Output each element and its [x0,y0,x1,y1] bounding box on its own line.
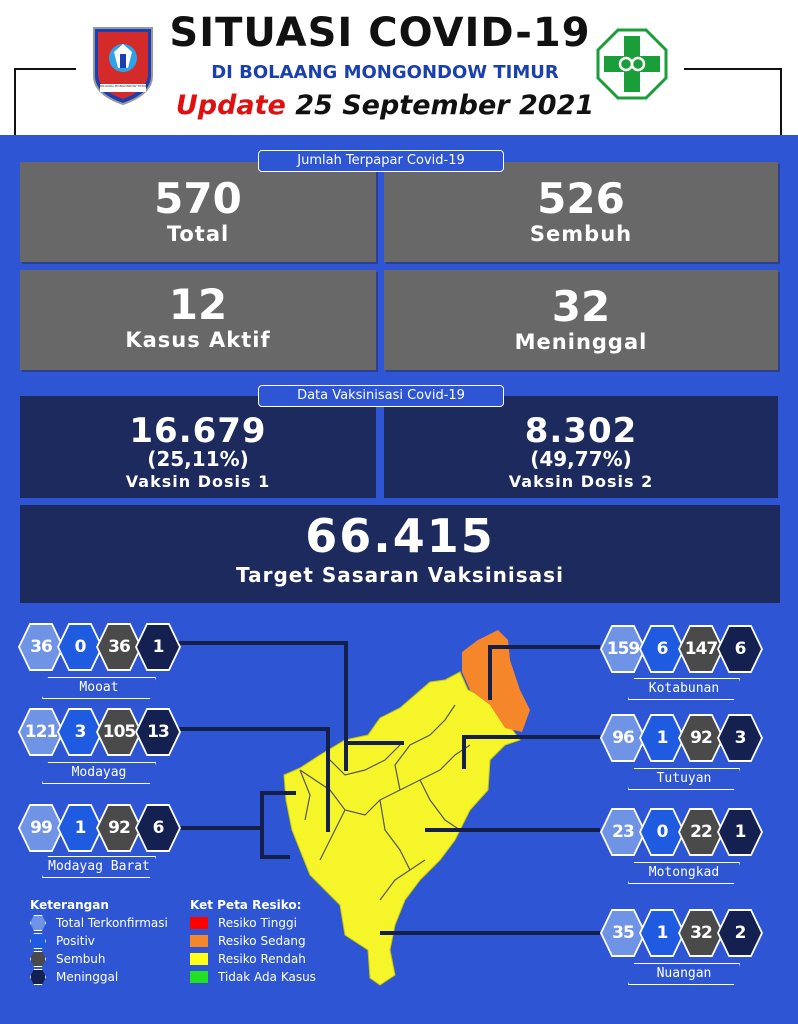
legend-keterangan: Keterangan Total Terkonfirmasi Positiv S… [30,898,168,986]
legend-item-positive: Positiv [30,932,168,950]
vax-target: 66.415 Target Sasaran Vaksinisasi [20,505,780,603]
district-label-motongkad: Motongkad [628,862,740,884]
connector-modayag [178,727,328,731]
update-label: Update [175,90,286,121]
page-subtitle: DI BOLAANG MONGONDOW TIMUR [211,62,559,83]
connector-modayag-barat-top [260,791,296,795]
risk-swatch-high [190,917,208,929]
update-line: Update 25 September 2021 [150,90,620,121]
legend-hex-recovered-icon [30,951,46,967]
district-row-tutuyan: 96 1 92 3 [600,714,763,762]
legend-hex-total-icon [30,915,46,931]
legend-item-total: Total Terkonfirmasi [30,914,168,932]
stat-active-value: 12 [168,280,228,329]
connector-mooat-v [344,641,348,771]
stat-active-label: Kasus Aktif [125,328,271,352]
vax-dose2-label: Vaksin Dosis 2 [508,472,654,491]
district-row-modayag: 121 3 105 13 [18,708,181,756]
vax-dose1-percent: (25,11%) [147,447,249,471]
district-map [283,630,530,986]
risk-swatch-none [190,971,208,983]
risk-item-none: Tidak Ada Kasus [190,968,316,986]
stat-recovered-value: 526 [537,174,625,223]
connector-motongkad [425,828,600,832]
vax-dose2-value: 8.302 [524,411,638,451]
district-row-nuangan: 35 1 32 2 [600,909,763,957]
connector-mooat-h2 [344,741,404,745]
legend-title: Keterangan [30,898,109,912]
vax-dose2: 8.302 (49,77%) Vaksin Dosis 2 [384,396,778,498]
district-label-tutuyan: Tutuyan [628,768,740,790]
regency-logo: BOLAANG MONGONDOW TIMUR [90,24,156,106]
risk-swatch-medium [190,935,208,947]
vax-target-value: 66.415 [305,509,495,563]
header-frame-left-vertical [14,68,16,138]
risk-swatch-low [190,953,208,965]
stat-total-value: 570 [154,174,242,223]
legend-hex-positive-icon [30,933,46,949]
connector-tutuyan [462,735,600,739]
health-ministry-logo [596,28,668,100]
map-region-medium [462,630,530,732]
legend-risk: Ket Peta Resiko: Resiko Tinggi Resiko Se… [190,898,316,986]
stat-total-label: Total [166,222,230,246]
district-label-modayag: Modayag [42,762,156,784]
stat-total: 570 Total [20,162,376,262]
exposure-section-title: Jumlah Terpapar Covid-19 [258,150,504,172]
connector-modayag-v [326,727,330,832]
vax-dose1-label: Vaksin Dosis 1 [125,472,271,491]
legend-item-recovered: Sembuh [30,950,168,968]
district-row-motongkad: 23 0 22 1 [600,808,763,856]
district-label-kotabunan: Kotabunan [628,678,740,700]
connector-modayag-barat-v [260,791,264,859]
connector-modayag-barat-bottom [260,855,290,859]
regency-logo-caption: BOLAANG MONGONDOW TIMUR [98,84,148,88]
header-frame-left [14,68,76,70]
risk-item-low: Resiko Rendah [190,950,316,968]
header-frame-right-vertical [780,68,782,138]
connector-nuangan [380,931,600,935]
connector-modayag-barat [178,826,262,830]
vax-dose1: 16.679 (25,11%) Vaksin Dosis 1 [20,396,376,498]
legend-hex-deaths-icon [30,969,46,985]
connector-tutuyan-v [462,735,466,769]
vax-dose1-value: 16.679 [129,411,267,451]
connector-mooat [178,641,348,645]
header-frame-right [684,68,782,70]
stat-deaths-value: 32 [551,282,611,331]
update-date: 25 September 2021 [295,90,595,121]
vax-dose2-percent: (49,77%) [530,447,632,471]
district-row-kotabunan: 159 6 147 6 [600,625,763,673]
vaccination-section-title: Data Vaksinisasi Covid-19 [258,385,504,407]
connector-kotabunan-v [488,645,492,700]
stat-recovered-label: Sembuh [529,222,633,246]
risk-legend-title: Ket Peta Resiko: [190,898,302,912]
map-borders [299,704,471,901]
stat-deaths: 32 Meninggal [384,270,778,370]
page-title: SITUASI COVID-19 [169,10,591,56]
district-label-nuangan: Nuangan [628,963,740,985]
vax-target-label: Target Sasaran Vaksinisasi [236,563,564,587]
stat-recovered: 526 Sembuh [384,162,778,262]
risk-item-high: Resiko Tinggi [190,914,316,932]
district-label-mooat: Mooat [42,677,156,699]
stat-active: 12 Kasus Aktif [20,270,376,370]
district-row-mooat: 36 0 36 1 [18,623,181,671]
legend-item-deaths: Meninggal [30,968,168,986]
stat-deaths-label: Meninggal [514,330,648,354]
district-label-modayag-barat: Modayag Barat [42,856,156,878]
connector-kotabunan [488,645,600,649]
district-row-modayag-barat: 99 1 92 6 [18,804,181,852]
risk-item-medium: Resiko Sedang [190,932,316,950]
